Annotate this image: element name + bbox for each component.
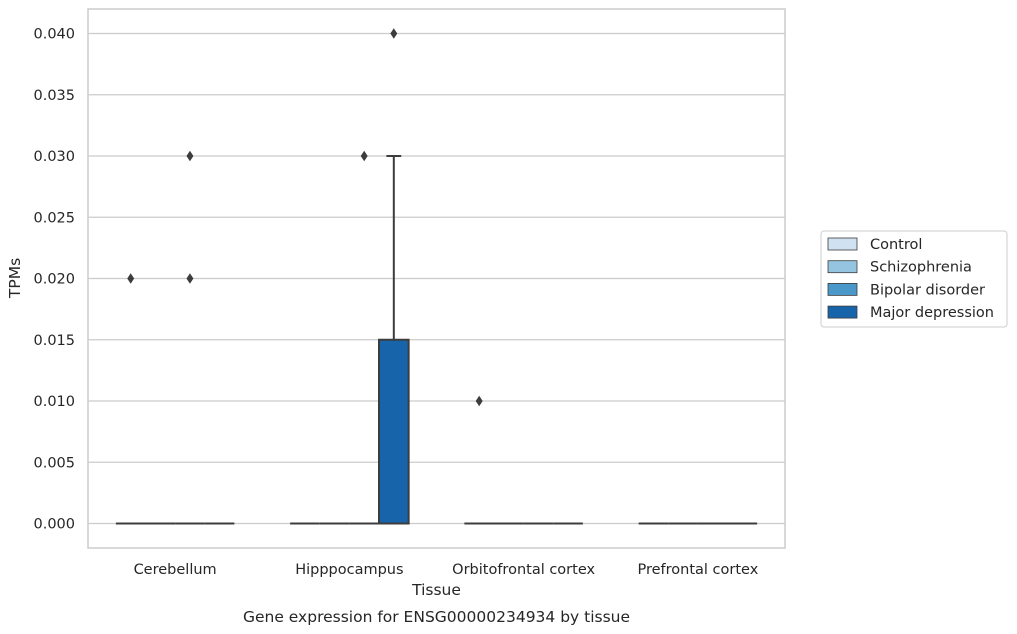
y-tick-label: 0.015 — [33, 333, 75, 349]
outlier-point — [475, 395, 483, 407]
y-tick-label: 0.030 — [33, 149, 75, 165]
x-tick-label: Prefrontal cortex — [637, 562, 758, 578]
legend-label: Major depression — [870, 305, 994, 321]
y-tick-labels: 0.000 0.005 0.010 0.015 0.020 0.025 0.030 0.035… — [33, 27, 75, 533]
legend-label: Schizophrenia — [870, 260, 972, 276]
outlier-point — [127, 273, 135, 284]
x-axis-title: Tissue — [411, 581, 461, 599]
y-tick-label: 0.010 — [33, 394, 75, 410]
y-tick-label: 0.025 — [33, 210, 75, 226]
y-axis-title: TPMs — [6, 258, 24, 299]
plot-frame — [87, 8, 786, 549]
box-1-3 — [377, 155, 410, 525]
x-tick-label: Hipppocampus — [295, 562, 403, 578]
outlier-point — [186, 150, 194, 162]
legend-frame — [820, 230, 1008, 328]
boxes — [115, 155, 758, 525]
y-tick-label: 0.035 — [33, 88, 75, 104]
gridlines — [88, 32, 785, 525]
y-tick-label: 0.005 — [33, 455, 75, 471]
y-tick-label: 0.000 — [33, 517, 75, 533]
legend-label: Control — [870, 237, 922, 253]
outlier-point — [390, 28, 398, 39]
legend: Control Schizophrenia Bipolar disorder Majo… — [820, 230, 1008, 328]
outlier-point — [186, 273, 194, 284]
y-tick-label: 0.040 — [33, 27, 75, 43]
legend-label: Bipolar disorder — [870, 282, 985, 298]
x-tick-label: Orbitofrontal cortex — [452, 562, 595, 578]
y-tick-label: 0.020 — [33, 272, 75, 288]
legend-swatch — [827, 282, 858, 296]
outlier-point — [360, 150, 368, 162]
x-tick-labels: Cerebellum Hipppocampus Orbitofrontal cort… — [134, 562, 759, 578]
outliers — [127, 28, 483, 407]
box-iqr — [377, 338, 410, 525]
legend-swatch — [827, 305, 858, 319]
x-tick-label: Cerebellum — [134, 562, 217, 578]
chart-title: Gene expression for ENSG00000234934 by t… — [243, 608, 630, 626]
legend-swatch — [827, 260, 858, 274]
legend-swatch — [827, 237, 858, 251]
